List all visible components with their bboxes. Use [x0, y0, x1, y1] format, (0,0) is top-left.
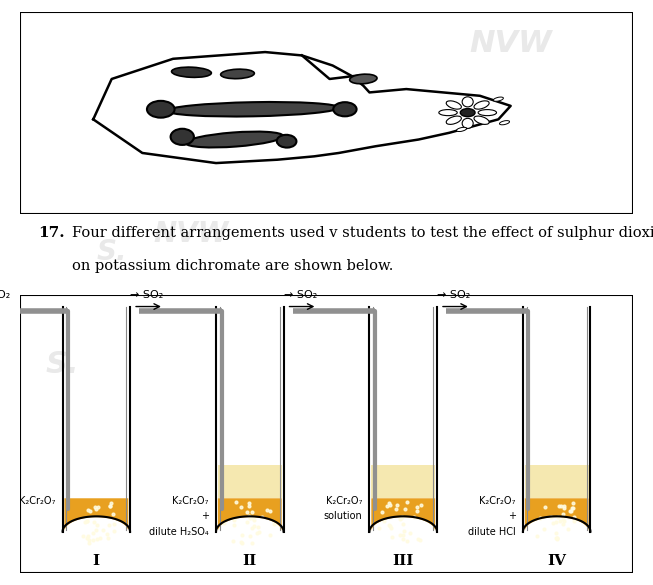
Ellipse shape	[494, 97, 503, 101]
Text: S.: S.	[46, 350, 80, 380]
Ellipse shape	[221, 69, 254, 79]
Text: I: I	[93, 554, 100, 567]
Ellipse shape	[333, 102, 357, 116]
Text: +: +	[507, 511, 516, 521]
Text: 17.: 17.	[38, 226, 65, 240]
Polygon shape	[372, 498, 435, 532]
Polygon shape	[525, 498, 588, 532]
Text: S.: S.	[97, 238, 127, 266]
Text: dilute HCl: dilute HCl	[468, 526, 516, 536]
Text: Four different arrangements used v students to test the effect of sulphur dioxid: Four different arrangements used v stude…	[72, 226, 653, 240]
Text: → SO₂: → SO₂	[283, 290, 317, 300]
Ellipse shape	[439, 109, 457, 116]
Text: NVW: NVW	[470, 29, 552, 57]
Ellipse shape	[462, 118, 473, 129]
Text: → SO₂: → SO₂	[0, 290, 10, 300]
Ellipse shape	[167, 102, 339, 116]
Text: → SO₂: → SO₂	[130, 290, 163, 300]
Ellipse shape	[277, 135, 296, 147]
Text: dilute H₂SO₄: dilute H₂SO₄	[149, 526, 209, 536]
Polygon shape	[65, 498, 128, 532]
FancyBboxPatch shape	[20, 295, 633, 573]
Polygon shape	[218, 498, 281, 532]
Ellipse shape	[500, 121, 509, 125]
Text: solution: solution	[323, 511, 362, 521]
Ellipse shape	[446, 101, 462, 109]
Ellipse shape	[474, 116, 489, 125]
Ellipse shape	[349, 74, 377, 84]
Ellipse shape	[185, 132, 283, 147]
Text: II: II	[243, 554, 257, 567]
Ellipse shape	[462, 97, 473, 107]
Bar	[372, 465, 435, 498]
Ellipse shape	[456, 128, 466, 132]
Text: on potassium dichromate are shown below.: on potassium dichromate are shown below.	[72, 259, 393, 273]
FancyBboxPatch shape	[20, 12, 633, 214]
Bar	[218, 465, 281, 498]
Circle shape	[460, 109, 475, 116]
Ellipse shape	[478, 109, 496, 116]
Text: → SO₂: → SO₂	[437, 290, 470, 300]
Ellipse shape	[446, 116, 462, 125]
Ellipse shape	[474, 101, 489, 109]
Text: K₂Cr₂O₇: K₂Cr₂O₇	[19, 496, 56, 506]
Text: III: III	[392, 554, 414, 567]
Text: +: +	[200, 511, 209, 521]
Ellipse shape	[147, 101, 174, 118]
Ellipse shape	[172, 67, 212, 77]
Text: K₂Cr₂O₇: K₂Cr₂O₇	[479, 496, 516, 506]
Bar	[525, 465, 588, 498]
Ellipse shape	[170, 129, 194, 145]
Text: K₂Cr₂O₇: K₂Cr₂O₇	[326, 496, 362, 506]
Text: K₂Cr₂O₇: K₂Cr₂O₇	[172, 496, 209, 506]
Text: NVW: NVW	[153, 220, 229, 248]
Text: IV: IV	[547, 554, 566, 567]
